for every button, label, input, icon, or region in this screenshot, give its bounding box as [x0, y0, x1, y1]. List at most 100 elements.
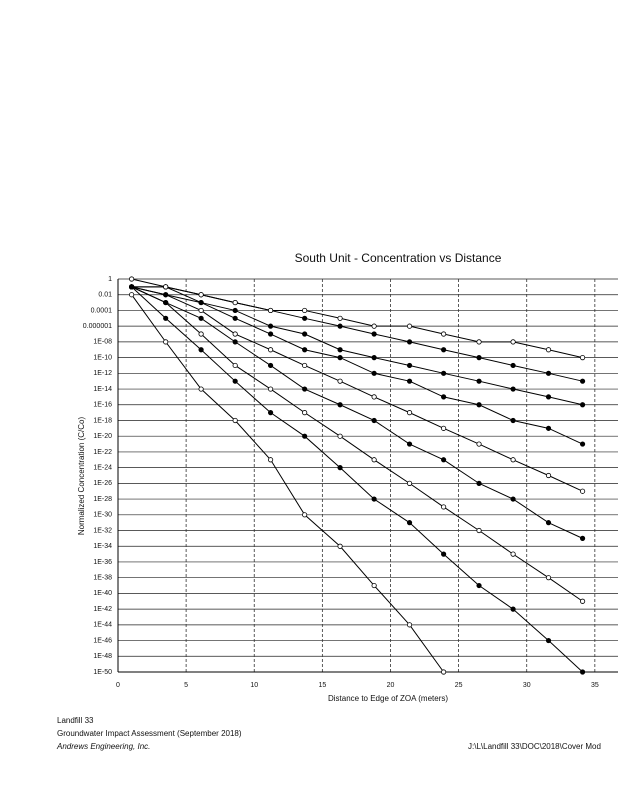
x-axis-label: Distance to Edge of ZOA (meters) [328, 694, 448, 703]
data-point [371, 370, 377, 376]
data-point [441, 504, 447, 510]
data-point [267, 331, 274, 337]
x-tick-label: 10 [250, 682, 258, 689]
data-point [198, 331, 204, 337]
data-point [406, 441, 413, 447]
data-point [337, 433, 343, 439]
series-line [131, 294, 445, 673]
data-point [163, 292, 169, 298]
data-point [267, 386, 274, 392]
y-tick-label: 0.01 [98, 292, 112, 299]
data-point [337, 378, 343, 384]
data-point [232, 315, 238, 321]
y-tick-label: 1E-14 [93, 386, 112, 393]
data-point [545, 394, 552, 400]
series-line [131, 286, 583, 539]
data-point [267, 362, 274, 369]
data-point [302, 307, 308, 314]
data-point [198, 386, 204, 392]
y-tick-label: 1E-32 [93, 527, 112, 534]
data-point [406, 323, 413, 329]
data-point [371, 457, 377, 463]
data-point [476, 339, 482, 345]
data-point [232, 417, 238, 424]
y-tick-label: 0.0001 [91, 307, 113, 314]
footer-path: J:\L\Landfill 33\DOC\2018\Cover Mod [468, 742, 601, 751]
series-line [131, 286, 583, 492]
y-tick-label: 1E-40 [93, 590, 112, 597]
y-tick-label: 1E-12 [93, 370, 112, 377]
data-point [232, 331, 238, 337]
data-point [406, 622, 413, 628]
data-point [441, 331, 447, 337]
y-tick-label: 1E-38 [93, 575, 112, 582]
data-point [337, 402, 343, 408]
data-point [510, 339, 516, 345]
data-point [510, 457, 516, 463]
data-point [441, 551, 447, 557]
data-point [302, 362, 308, 369]
x-tick-label: 30 [523, 682, 531, 689]
data-point [302, 410, 308, 416]
y-tick-label: 1E-42 [93, 606, 112, 613]
data-point [129, 284, 135, 290]
data-point [163, 299, 169, 306]
data-point [232, 378, 238, 384]
data-point [337, 323, 343, 329]
data-point [579, 402, 586, 408]
data-point [129, 292, 135, 298]
data-point [510, 496, 516, 502]
data-point [267, 457, 274, 463]
y-tick-label: 1E-28 [93, 496, 112, 503]
data-point [267, 307, 274, 314]
data-point [232, 339, 238, 345]
footer-report: Groundwater Impact Assessment (September… [57, 729, 242, 738]
footer-company: Andrews Engineering, Inc. [56, 742, 150, 751]
y-tick-label: 1E-16 [93, 402, 112, 409]
data-point [545, 637, 552, 644]
data-point [441, 425, 447, 431]
data-point [510, 417, 516, 424]
series-line [131, 278, 583, 359]
y-tick-label: 1E-10 [93, 354, 112, 361]
y-axis-label: Normalized Concentration (C/Co) [77, 417, 86, 536]
data-point [441, 669, 447, 675]
data-point [267, 347, 274, 353]
x-tick-label: 35 [591, 682, 599, 689]
y-tick-label: 1E-24 [93, 464, 112, 471]
footer-project: Landfill 33 [57, 716, 94, 725]
y-tick-label: 1E-26 [93, 480, 112, 487]
data-point [337, 465, 343, 471]
data-point [545, 520, 552, 526]
data-point [441, 347, 447, 353]
data-point [476, 480, 482, 486]
data-point [579, 378, 586, 384]
data-point [302, 433, 308, 439]
x-tick-label: 25 [455, 682, 463, 689]
y-tick-label: 1E-22 [93, 449, 112, 456]
data-point [406, 378, 413, 384]
data-point [371, 323, 377, 329]
y-tick-label: 1E-30 [93, 512, 112, 519]
data-point [476, 527, 482, 534]
data-point [198, 299, 204, 306]
data-point [337, 354, 343, 361]
data-point [476, 402, 482, 408]
y-tick-label: 1E-34 [93, 543, 112, 550]
data-point [129, 276, 135, 282]
data-point [510, 362, 516, 369]
data-point [476, 378, 482, 384]
data-point [163, 315, 169, 321]
data-point [337, 347, 343, 353]
y-tick-label: 1E-18 [93, 417, 112, 424]
data-point [406, 520, 413, 526]
y-tick-label: 1E-20 [93, 433, 112, 440]
series-line [131, 286, 583, 406]
data-point [371, 331, 377, 337]
data-point [302, 386, 308, 392]
data-point [510, 551, 516, 557]
data-point [232, 307, 238, 314]
y-tick-label: 1E-08 [93, 339, 112, 346]
data-point [371, 354, 377, 361]
